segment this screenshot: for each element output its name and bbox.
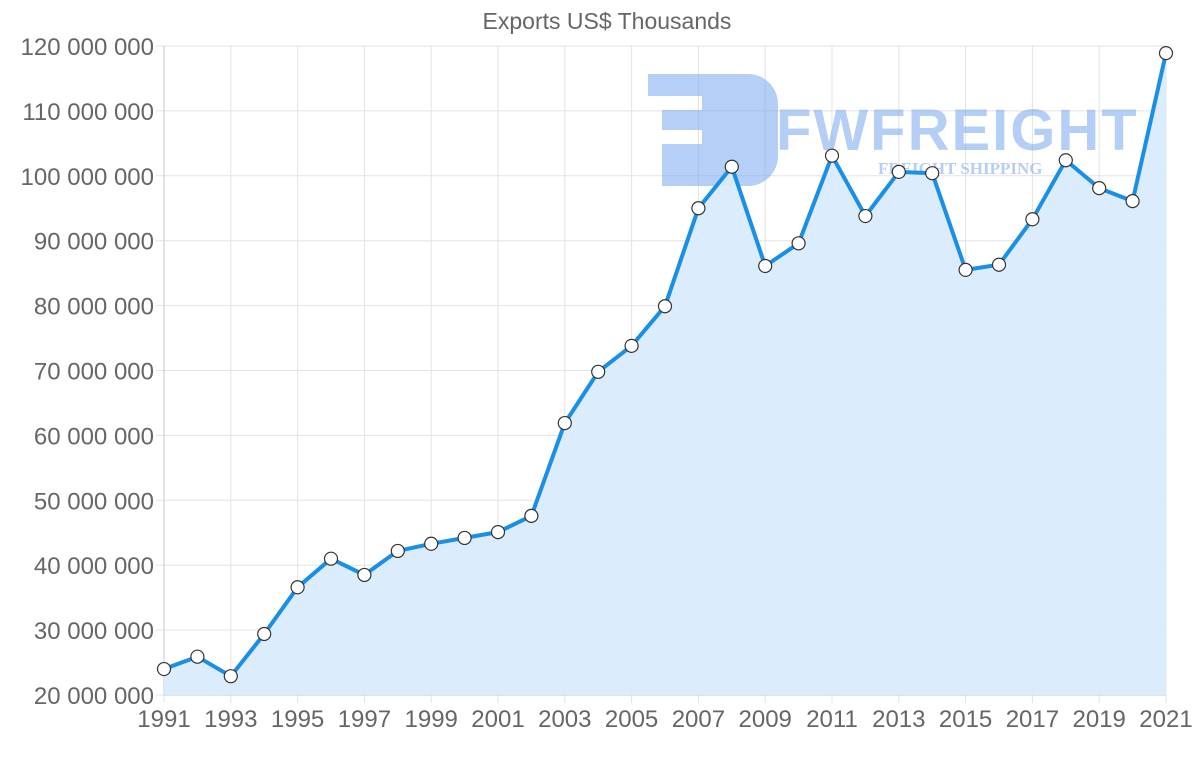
x-tick-label: 1995 — [271, 706, 324, 733]
y-tick-label: 60 000 000 — [34, 423, 154, 450]
watermark-logo: FWFREIGHT FREIGHT SHIPPING — [648, 74, 1137, 186]
x-tick-label: 2017 — [1006, 706, 1059, 733]
data-point-2005[interactable] — [624, 338, 639, 353]
y-tick-label: 100 000 000 — [21, 164, 154, 191]
y-tick-label: 80 000 000 — [34, 294, 154, 321]
data-markers — [156, 46, 1174, 684]
y-tick-label: 50 000 000 — [34, 488, 154, 515]
x-tick-label: 2001 — [471, 706, 524, 733]
y-tick-label: 120 000 000 — [21, 34, 154, 61]
data-point-2021[interactable] — [1158, 46, 1174, 61]
data-point-2013[interactable] — [891, 164, 906, 180]
data-point-1996[interactable] — [323, 551, 339, 566]
y-tick-label: 20 000 000 — [34, 683, 154, 710]
x-axis: 1991 1993 1995 1997 1999 2001 2003 2005 2007 2009… — [137, 706, 1192, 733]
data-point-2016[interactable] — [991, 257, 1007, 272]
x-tick-label: 2021 — [1139, 706, 1192, 733]
data-point-2008[interactable] — [724, 159, 739, 174]
data-point-1998[interactable] — [390, 543, 405, 559]
data-point-2015[interactable] — [958, 262, 973, 278]
data-point-1994[interactable] — [257, 626, 272, 642]
data-point-2007[interactable] — [691, 201, 706, 216]
data-point-2000[interactable] — [457, 530, 472, 546]
x-tick-label: 2013 — [872, 706, 925, 733]
x-tick-label: 2005 — [605, 706, 658, 733]
area-fill — [164, 53, 1166, 696]
data-point-1993[interactable] — [223, 669, 238, 684]
data-point-2018[interactable] — [1058, 153, 1073, 168]
x-tick-label: 2015 — [939, 706, 992, 733]
data-point-2014[interactable] — [925, 166, 940, 181]
data-point-2004[interactable] — [591, 364, 606, 379]
data-point-2006[interactable] — [657, 299, 673, 314]
x-tick-label: 2019 — [1073, 706, 1126, 733]
y-axis: 20 000 000 30 000 000 40 000 000 50 000 000… — [21, 34, 154, 710]
y-tick-label: 40 000 000 — [34, 553, 154, 580]
y-tick-label: 90 000 000 — [34, 229, 154, 256]
data-point-1995[interactable] — [290, 580, 305, 595]
data-point-1997[interactable] — [357, 567, 372, 583]
data-point-2019[interactable] — [1092, 181, 1107, 196]
data-point-2010[interactable] — [791, 236, 806, 251]
x-tick-label: 1993 — [204, 706, 257, 733]
data-point-1992[interactable] — [190, 649, 205, 664]
data-point-2012[interactable] — [858, 208, 873, 224]
data-point-2002[interactable] — [524, 508, 539, 523]
x-tick-label: 1999 — [405, 706, 458, 733]
chart-title: Exports US$ Thousands — [482, 8, 732, 34]
data-point-2020[interactable] — [1125, 194, 1140, 209]
x-tick-label: 1997 — [338, 706, 391, 733]
data-point-2011[interactable] — [824, 148, 840, 163]
data-point-1999[interactable] — [424, 536, 439, 551]
x-tick-label: 2009 — [739, 706, 792, 733]
y-tick-label: 110 000 000 — [22, 99, 154, 126]
x-tick-label: 1991 — [137, 706, 190, 733]
x-tick-label: 2003 — [538, 706, 591, 733]
data-point-1991[interactable] — [156, 661, 172, 677]
data-point-2017[interactable] — [1025, 212, 1040, 227]
x-tick-label: 2011 — [806, 706, 858, 733]
data-point-2009[interactable] — [758, 258, 773, 274]
data-point-2003[interactable] — [557, 415, 572, 431]
watermark-logo-icon — [648, 74, 778, 186]
y-tick-label: 70 000 000 — [34, 359, 154, 386]
x-tick-label: 2007 — [672, 706, 725, 733]
y-tick-label: 30 000 000 — [34, 618, 154, 645]
data-point-2001[interactable] — [490, 525, 506, 540]
